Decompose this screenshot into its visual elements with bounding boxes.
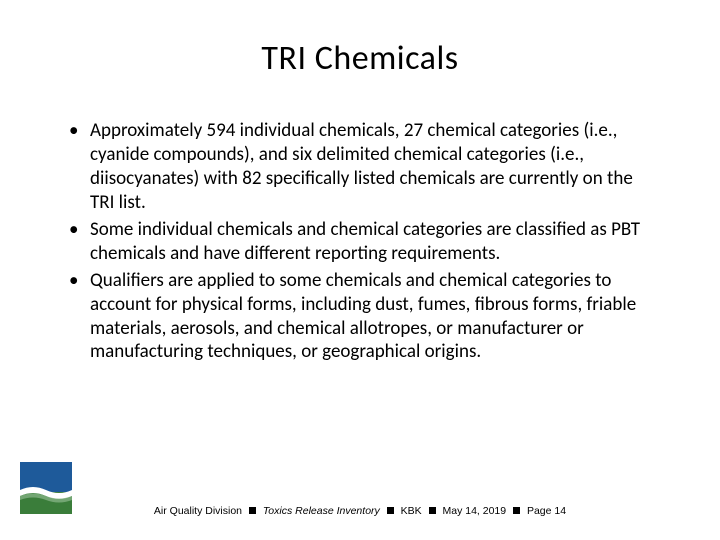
- footer-topic: Toxics Release Inventory: [263, 505, 380, 517]
- bullet-item: Some individual chemicals and chemical c…: [65, 218, 660, 266]
- bullet-list: Approximately 594 individual chemicals, …: [65, 119, 660, 364]
- slide-footer: Air Quality Division Toxics Release Inve…: [0, 505, 720, 517]
- content-area: Approximately 594 individual chemicals, …: [50, 119, 670, 364]
- footer-separator-icon: [387, 507, 394, 514]
- footer-date: May 14, 2019: [442, 505, 506, 517]
- footer-separator-icon: [513, 507, 520, 514]
- footer-page: Page 14: [527, 505, 566, 517]
- bullet-item: Approximately 594 individual chemicals, …: [65, 119, 660, 215]
- footer-separator-icon: [249, 507, 256, 514]
- footer-separator-icon: [429, 507, 436, 514]
- slide-title: TRI Chemicals: [50, 38, 670, 79]
- slide-container: TRI Chemicals Approximately 594 individu…: [0, 0, 720, 540]
- footer-initials: KBK: [401, 505, 422, 517]
- footer-division: Air Quality Division: [154, 505, 242, 517]
- bullet-item: Qualifiers are applied to some chemicals…: [65, 269, 660, 365]
